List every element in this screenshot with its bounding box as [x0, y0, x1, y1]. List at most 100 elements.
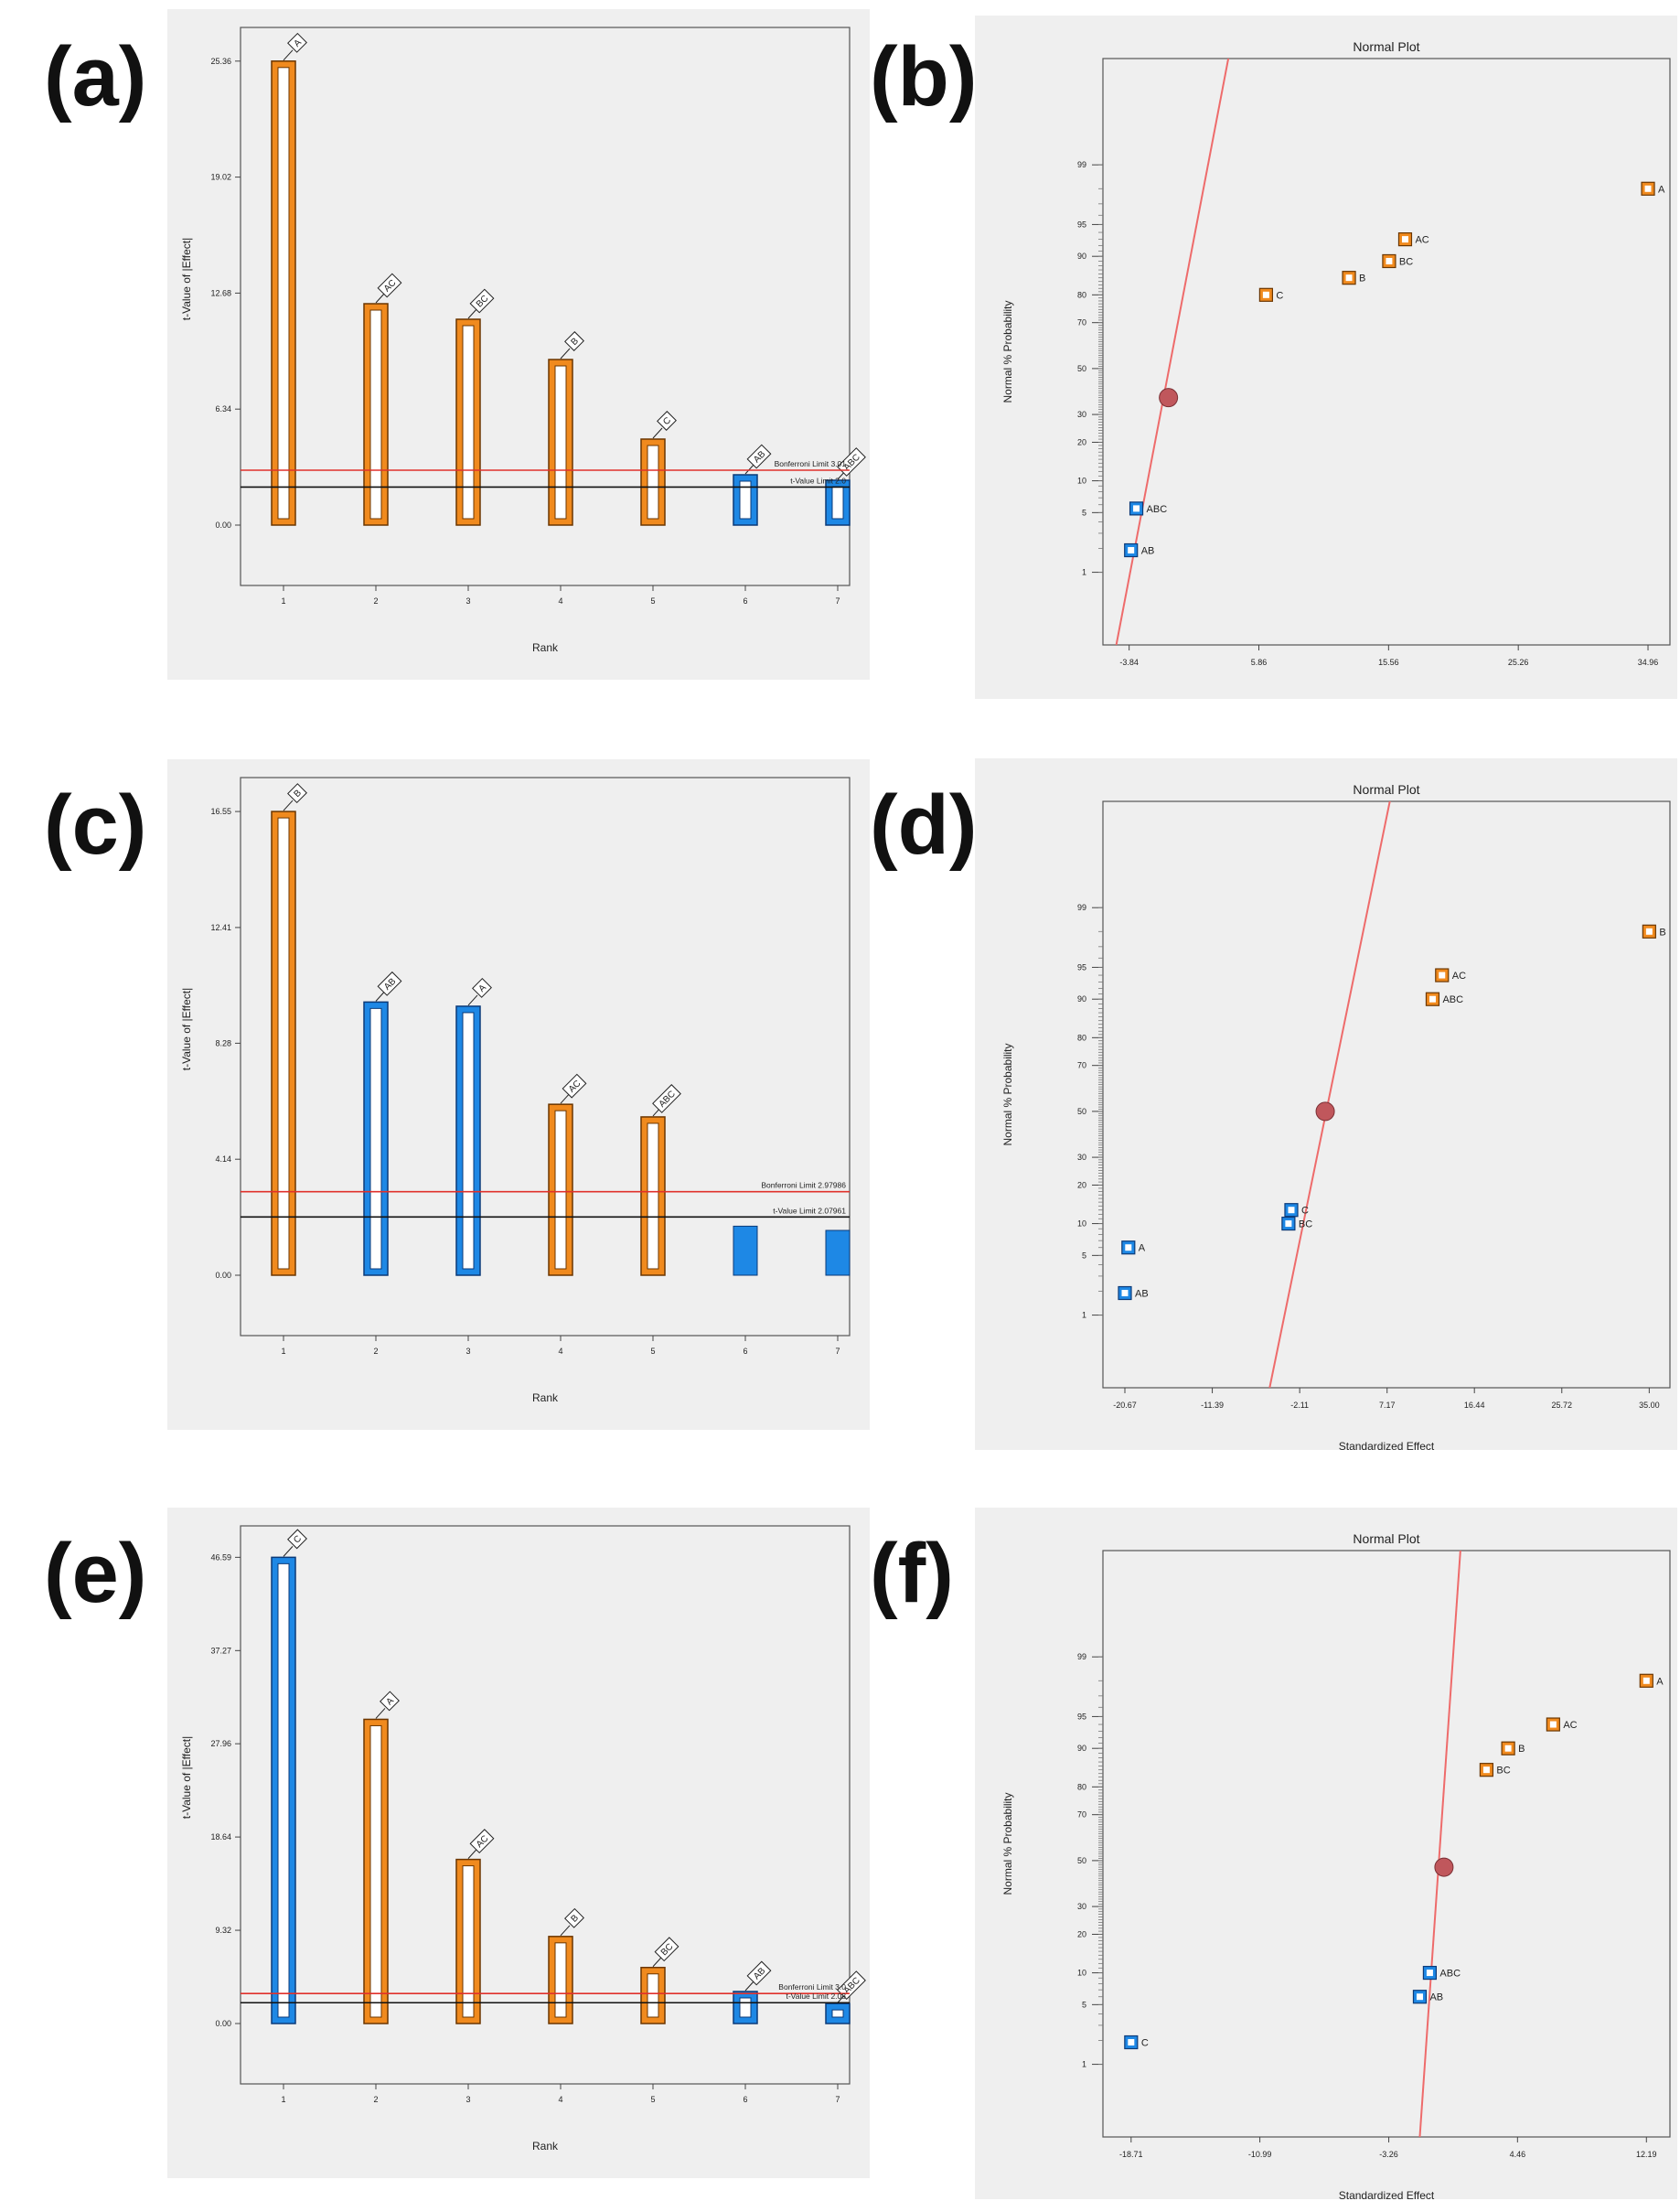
- y-tick-label: 95: [1077, 1712, 1086, 1721]
- y-tick-label: 8.28: [215, 1038, 231, 1047]
- bar-label-leader: [744, 463, 755, 475]
- y-tick-label: 50: [1077, 1856, 1086, 1865]
- tag-box: [746, 444, 772, 469]
- y-tick-label: 20: [1077, 437, 1086, 446]
- y-axis-label: t-Value of |Effect|: [180, 988, 193, 1071]
- normal-plot-d: Normal Plot 1 5 10 20 30 50 70 80 90 95 99 -20.67 -11…: [975, 758, 1677, 1450]
- y-tick-label: 5: [1082, 508, 1086, 517]
- bar-label-tag: B: [564, 1907, 584, 1928]
- y-tick-label: 99: [1077, 1652, 1086, 1661]
- bar-inner: [277, 67, 290, 520]
- bar-label-leader: [375, 991, 386, 1002]
- y-tick-label: 10: [1077, 1969, 1086, 1978]
- x-axis-label: Standardized Effect: [1339, 1440, 1435, 1450]
- bar-label-tag: AC: [469, 1829, 495, 1854]
- normal-fit-line: [1268, 801, 1391, 1388]
- bar-label-leader: [283, 49, 294, 61]
- x-tick-label: -3.26: [1379, 2150, 1398, 2159]
- tag-box: [746, 1960, 772, 1986]
- point-label: AC: [1563, 1720, 1577, 1731]
- bar-label-leader: [652, 1956, 663, 1968]
- x-tick-label: 5.86: [1251, 658, 1268, 667]
- point-label: A: [1658, 184, 1665, 195]
- y-tick-label: 10: [1077, 1219, 1086, 1229]
- t-value-limit-label: t-Value Limit 2.07961: [773, 1206, 846, 1215]
- bar-inner: [277, 817, 290, 1270]
- bar-inner: [647, 445, 659, 520]
- y-tick-label: 10: [1077, 477, 1086, 486]
- y-tick-label: 1: [1082, 1311, 1086, 1320]
- point-inner: [1128, 2039, 1135, 2046]
- x-tick-label: 4: [558, 596, 562, 606]
- point-label: BC: [1399, 256, 1413, 267]
- bar-label-leader: [560, 348, 571, 360]
- bar-label-tag: AC: [562, 1073, 587, 1099]
- x-axis-label: Rank: [532, 2140, 559, 2153]
- bar-inner: [277, 1562, 290, 2018]
- x-tick-label: 3: [465, 596, 470, 606]
- center-point-marker: [1315, 1101, 1335, 1122]
- x-tick-label: 34.96: [1638, 658, 1659, 667]
- tag-box: [562, 1073, 587, 1099]
- x-tick-label: 2: [373, 2095, 378, 2104]
- y-axis-label: Normal % Probability: [1001, 1043, 1014, 1145]
- y-tick-label: 95: [1077, 962, 1086, 972]
- point-inner: [1439, 972, 1446, 979]
- x-tick-label: -20.67: [1113, 1401, 1137, 1410]
- y-tick-label: 1: [1082, 2060, 1086, 2069]
- plot-frame: [1102, 1550, 1671, 2138]
- bar-inner: [554, 1942, 567, 2018]
- point-inner: [1429, 995, 1436, 1003]
- y-tick-label: 90: [1077, 1744, 1086, 1753]
- tag-box: [469, 288, 495, 314]
- x-tick-label: 1: [281, 596, 285, 606]
- point-label: C: [1276, 290, 1283, 301]
- t-value-limit-label: t-Value Limit 2.0: [790, 476, 846, 485]
- point-inner: [1416, 1993, 1423, 2001]
- y-tick-label: 0.00: [215, 1271, 231, 1280]
- y-axis-label: t-Value of |Effect|: [180, 238, 193, 321]
- point-inner: [1643, 1677, 1650, 1684]
- x-tick-label: 6: [743, 596, 747, 606]
- point-inner: [1262, 291, 1269, 298]
- tag-box: [380, 1691, 400, 1712]
- panel-label: (c): [44, 778, 147, 872]
- bonferroni-limit-label: Bonferroni Limit 3.01: [775, 459, 847, 468]
- bar-inner: [831, 486, 844, 520]
- x-tick-label: 4.46: [1510, 2150, 1526, 2159]
- x-axis-label: Rank: [532, 1391, 559, 1404]
- bar-label-tag: A: [472, 978, 492, 998]
- point-label: ABC: [1439, 1969, 1461, 1980]
- point-label: ABC: [1442, 994, 1463, 1005]
- y-axis-label: t-Value of |Effect|: [180, 1736, 193, 1820]
- normal-plot-f: Normal Plot 1 5 10 20 30 50 70 80 90 95 99 -18.71 -10…: [975, 1508, 1677, 2199]
- x-tick-label: 12.19: [1636, 2150, 1657, 2159]
- bar-A: [455, 1005, 481, 1276]
- bar-rank-7: [825, 1229, 851, 1276]
- x-tick-label: 16.44: [1464, 1401, 1485, 1410]
- y-tick-label: 30: [1077, 410, 1086, 419]
- x-tick-label: 3: [465, 2095, 470, 2104]
- x-tick-label: 4: [558, 1347, 562, 1356]
- x-tick-label: -2.11: [1290, 1401, 1309, 1410]
- y-tick-label: 1: [1082, 568, 1086, 577]
- x-tick-label: 7: [835, 1347, 840, 1356]
- bar-label-tag: AB: [377, 971, 402, 996]
- bar-label-leader: [560, 1925, 571, 1937]
- point-inner: [1645, 928, 1653, 935]
- y-tick-label: 9.32: [215, 1926, 231, 1935]
- x-tick-label: -18.71: [1119, 2150, 1143, 2159]
- y-tick-label: 4.14: [215, 1154, 231, 1164]
- y-tick-label: 90: [1077, 252, 1086, 261]
- x-tick-label: 15.56: [1378, 658, 1399, 667]
- x-tick-label: 1: [281, 2095, 285, 2104]
- y-tick-label: 80: [1077, 290, 1086, 299]
- point-inner: [1125, 1244, 1132, 1251]
- x-axis-label: Rank: [532, 641, 559, 654]
- point-label: ABC: [1147, 504, 1168, 515]
- point-label: AC: [1415, 235, 1429, 246]
- y-tick-label: 30: [1077, 1153, 1086, 1162]
- bar-inner: [462, 1012, 475, 1270]
- x-axis-label: Standardized Effect: [1339, 697, 1435, 699]
- point-inner: [1345, 274, 1353, 282]
